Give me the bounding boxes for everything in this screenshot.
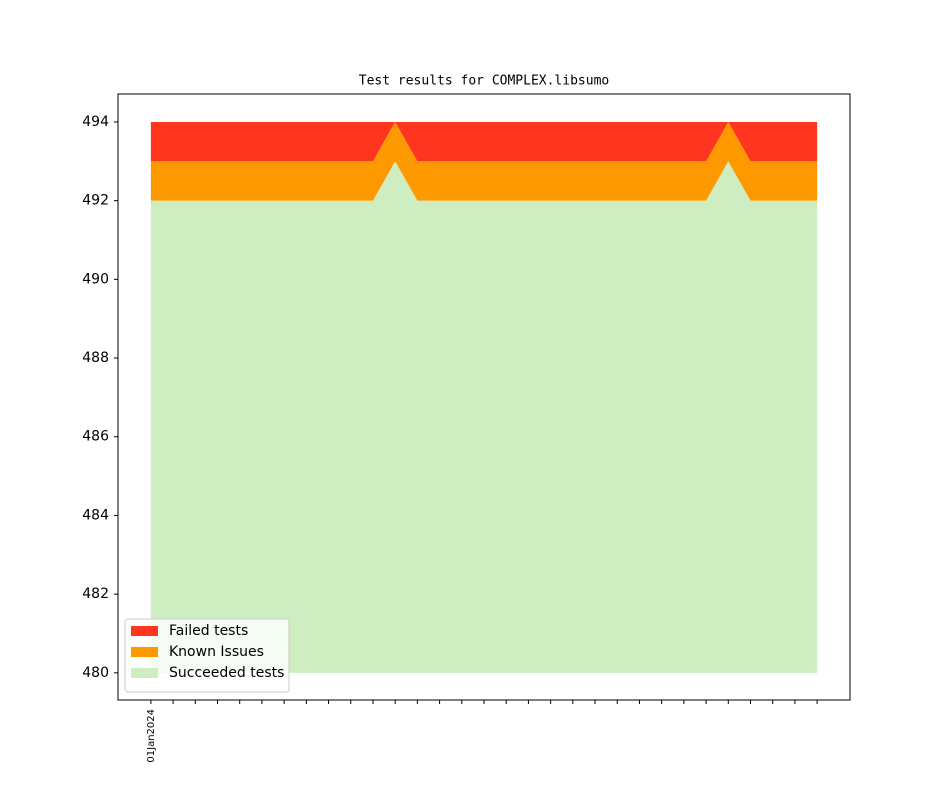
legend-swatch	[131, 626, 158, 636]
y-tick-label: 492	[82, 193, 109, 209]
y-tick-label: 482	[82, 586, 109, 602]
x-tick-label: 01Jan2024	[146, 709, 157, 763]
area	[150, 161, 818, 673]
legend: Failed tests Known Issues Succeeded tests	[124, 618, 290, 693]
y-tick-label: 480	[82, 665, 109, 681]
legend-label: Succeeded tests	[169, 665, 284, 681]
y-tick-label: 484	[82, 507, 109, 523]
area	[150, 121, 818, 162]
chart-title: Test results for COMPLEX.libsumo	[359, 74, 609, 89]
y-tick-label: 494	[82, 114, 109, 130]
legend-box	[124, 618, 290, 693]
y-tick-label: 488	[82, 350, 109, 366]
legend-label: Failed tests	[169, 623, 248, 639]
legend-label: Known Issues	[169, 644, 264, 660]
legend-swatch	[131, 647, 158, 657]
y-tick-label: 490	[82, 271, 109, 287]
y-tick-label: 486	[82, 429, 109, 445]
legend-swatch	[131, 668, 158, 678]
